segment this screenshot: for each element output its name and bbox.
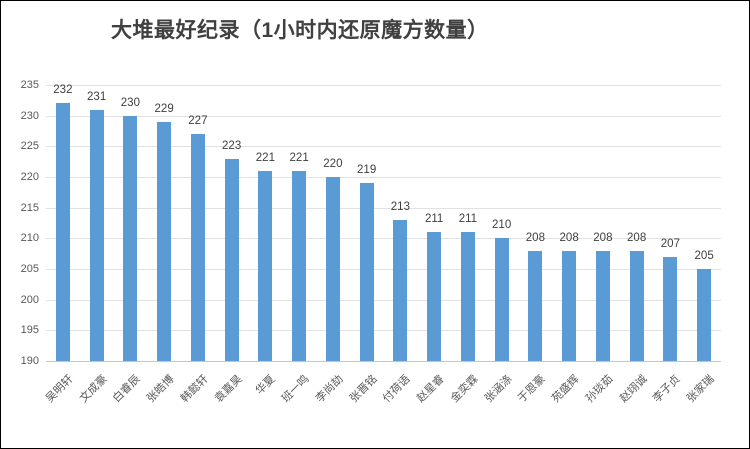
y-tick-label: 205	[20, 263, 39, 275]
gridline	[46, 177, 721, 178]
gridline	[46, 269, 721, 270]
bar-value-label: 208	[593, 231, 613, 244]
bar	[123, 115, 138, 361]
bar	[393, 219, 408, 361]
plot-area: 235 230 225 220 215 210 205 200 195 190 232 吴明轩 231 文…	[21, 79, 721, 405]
category-label: 华夏	[253, 373, 278, 398]
category-label: 于恩豪	[516, 373, 548, 405]
category-label: 张涵涤	[482, 373, 515, 405]
chart-title: 大堆最好纪录（1小时内还原魔方数量）	[111, 19, 489, 42]
category-label: 李尚劼	[313, 373, 346, 405]
y-tick-label: 200	[20, 293, 39, 306]
bar-value-label: 211	[458, 213, 478, 226]
bar	[89, 109, 104, 361]
gridline	[46, 299, 721, 301]
category-label: 付荷语	[381, 373, 413, 405]
bar-value-label: 208	[525, 231, 545, 244]
y-tick-label: 225	[20, 140, 39, 153]
bar	[697, 269, 712, 361]
bar	[190, 134, 205, 361]
bar-value-label: 207	[660, 237, 680, 250]
y-tick-label: 235	[20, 79, 39, 91]
bar-value-label: 230	[120, 96, 140, 109]
bar	[359, 183, 374, 361]
category-label: 苑盛辉	[549, 373, 582, 405]
category-label: 赵翊诚	[617, 373, 650, 405]
bar	[562, 250, 577, 361]
y-tick-label: 215	[20, 201, 39, 214]
gridline	[46, 146, 721, 148]
bar	[629, 250, 644, 361]
bar-value-label: 221	[289, 151, 309, 164]
gridline	[46, 330, 721, 332]
bar	[224, 158, 239, 361]
category-label: 文成豪	[77, 373, 110, 405]
bar-value-label: 227	[188, 115, 208, 128]
bar-value-label: 208	[559, 231, 579, 244]
y-tick-label: 195	[20, 324, 39, 337]
category-label: 白睿辰	[111, 373, 143, 405]
y-tick-label: 210	[20, 232, 39, 245]
gridline	[46, 207, 721, 209]
bar	[427, 232, 442, 361]
category-label: 张晋铭	[347, 373, 380, 405]
y-tick-label: 230	[20, 109, 39, 122]
bar	[528, 250, 543, 361]
category-label: 孙琰茹	[583, 373, 616, 405]
gridline	[46, 115, 721, 117]
category-label: 吴明轩	[43, 373, 76, 405]
gridline	[46, 85, 721, 86]
category-label: 班一鸣	[279, 373, 312, 405]
bar	[157, 121, 172, 361]
bar	[325, 177, 340, 361]
bar-value-label: 208	[627, 231, 647, 244]
bar-value-label: 220	[323, 158, 343, 170]
bar-value-label: 213	[390, 200, 410, 213]
bar-value-label: 232	[53, 84, 73, 97]
category-label: 李子贞	[651, 373, 683, 405]
bar	[494, 238, 509, 361]
y-tick-label: 190	[20, 355, 39, 367]
category-label: 张家瑞	[684, 373, 717, 405]
bar-value-label: 221	[255, 151, 275, 164]
bar-value-label: 210	[492, 219, 512, 232]
bar-value-label: 231	[87, 90, 107, 103]
bar-value-label: 205	[694, 250, 714, 262]
bar	[595, 250, 610, 361]
bar-value-label: 229	[154, 102, 174, 115]
bar-value-label: 223	[222, 139, 242, 152]
bar	[460, 232, 475, 361]
bar-value-label: 219	[357, 164, 377, 177]
category-label: 韩懿轩	[178, 373, 211, 405]
category-label: 赵星睿	[414, 373, 447, 405]
category-label: 金奕霖	[448, 373, 481, 405]
category-label: 张皓博	[144, 373, 177, 405]
bar	[292, 170, 307, 361]
bar	[663, 256, 678, 361]
bar-value-label: 211	[424, 213, 444, 226]
bar	[258, 170, 273, 361]
category-label: 袁嘉昊	[212, 373, 245, 405]
bar	[55, 103, 70, 361]
x-axis-line	[46, 361, 721, 362]
gridline	[46, 238, 721, 240]
y-tick-label: 220	[20, 171, 39, 183]
